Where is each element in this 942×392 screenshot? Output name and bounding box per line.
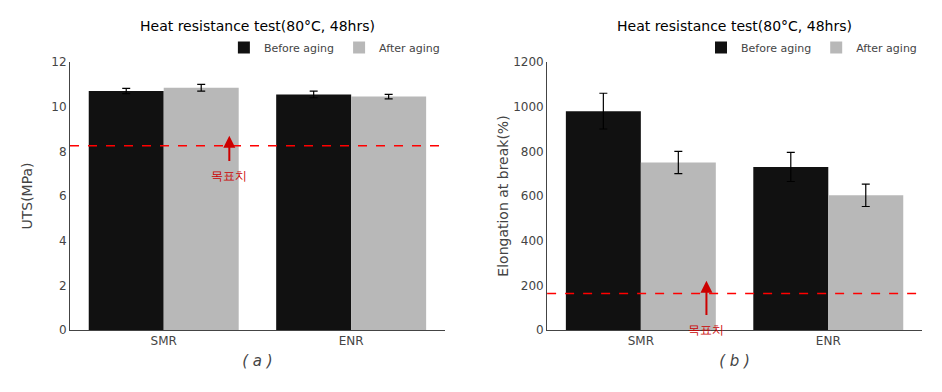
svg-text:8: 8 [59, 145, 67, 159]
svg-text:ENR: ENR [816, 334, 841, 348]
svg-text:1000: 1000 [513, 100, 544, 114]
svg-text:After aging: After aging [856, 42, 917, 55]
svg-text:2: 2 [59, 279, 67, 293]
svg-text:UTS(MPa): UTS(MPa) [19, 162, 35, 229]
svg-text:600: 600 [521, 189, 544, 203]
svg-text:목표치: 목표치 [688, 323, 724, 337]
svg-text:Heat resistance test(80°C, 48h: Heat resistance test(80°C, 48hrs) [140, 18, 375, 34]
svg-text:Before aging: Before aging [264, 42, 334, 55]
svg-text:400: 400 [521, 234, 544, 248]
svg-text:After aging: After aging [379, 42, 440, 55]
svg-text:12: 12 [51, 55, 66, 69]
svg-text:( a ): ( a ) [242, 352, 272, 370]
svg-text:0: 0 [536, 323, 544, 337]
svg-text:1200: 1200 [513, 55, 544, 69]
svg-text:0: 0 [59, 323, 67, 337]
svg-text:목표치: 목표치 [211, 169, 247, 183]
svg-text:10: 10 [51, 100, 66, 114]
svg-text:6: 6 [59, 189, 67, 203]
svg-text:Before aging: Before aging [741, 42, 811, 55]
svg-text:SMR: SMR [151, 334, 177, 348]
svg-text:Elongation at break(%): Elongation at break(%) [495, 115, 511, 276]
svg-text:( b ): ( b ) [719, 352, 750, 370]
svg-text:200: 200 [521, 279, 544, 293]
svg-text:ENR: ENR [339, 334, 364, 348]
svg-text:800: 800 [521, 145, 544, 159]
svg-text:4: 4 [59, 234, 67, 248]
svg-text:SMR: SMR [628, 334, 654, 348]
svg-text:Heat resistance test(80°C, 48h: Heat resistance test(80°C, 48hrs) [617, 18, 852, 34]
